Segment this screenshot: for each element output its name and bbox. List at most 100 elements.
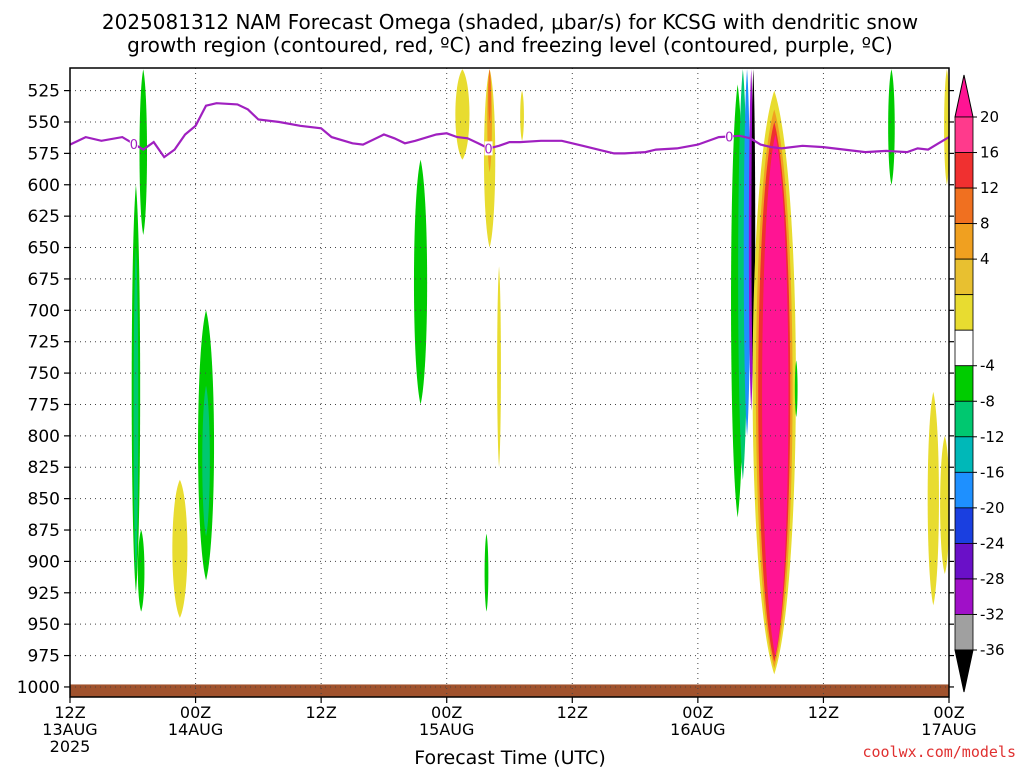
colorbar-segment — [954, 578, 974, 615]
colorbar-label: -32 — [980, 605, 1005, 623]
y-tick-label: 950 — [28, 615, 60, 635]
x-tick-label: 2025 — [50, 737, 91, 756]
x-tick-label: 14AUG — [168, 720, 223, 739]
colorbar-top-triangle — [954, 74, 974, 118]
y-tick-label: 625 — [28, 207, 60, 227]
x-tick-label: 00Z — [933, 703, 964, 722]
freezing-level-label: 0 — [130, 138, 138, 153]
omega-region — [413, 159, 428, 405]
omega-region — [497, 266, 501, 468]
omega-region — [762, 134, 789, 656]
colorbar-segment — [954, 543, 974, 580]
colorbar-segment — [954, 507, 974, 544]
omega-region — [743, 69, 751, 436]
y-tick-label: 650 — [28, 239, 60, 259]
omega-region — [172, 479, 188, 618]
credit-text: coolwx.com/models — [862, 743, 1016, 761]
colorbar-segment — [954, 152, 974, 189]
omega-region — [139, 69, 148, 235]
plot-area: 0 0 0 — [69, 67, 950, 698]
freezing-level-line — [69, 102, 950, 159]
colorbar-label: -16 — [980, 463, 1005, 481]
colorbar-segment — [954, 365, 974, 402]
x-tick-label: 00Z — [431, 703, 462, 722]
colorbar-segment — [954, 436, 974, 473]
x-tick-label: 12Z — [808, 703, 839, 722]
colorbar-label: -28 — [980, 570, 1005, 588]
colorbar-segment — [954, 329, 974, 367]
x-tick-label: 12Z — [54, 703, 85, 722]
omega-region — [137, 530, 145, 612]
y-tick-label: 875 — [28, 521, 60, 541]
freezing-level-label: 0 — [725, 130, 733, 145]
x-tick-label: 12Z — [305, 703, 336, 722]
freezing-label-bg — [129, 136, 138, 151]
y-tick-label: 800 — [28, 427, 60, 447]
colorbar-segment — [954, 294, 974, 331]
colorbar-label: 8 — [980, 215, 990, 233]
colorbar-segment — [954, 400, 974, 438]
y-tick-label: 575 — [28, 144, 60, 164]
freezing-label-bg — [725, 129, 734, 144]
ground-band — [70, 684, 949, 697]
freezing-level-contour: 0 0 0 — [69, 102, 950, 159]
y-tick-label: 725 — [28, 333, 60, 353]
omega-region — [455, 69, 470, 160]
y-tick-label: 900 — [28, 552, 60, 572]
x-tick-label: 12Z — [557, 703, 588, 722]
y-tick-label: 675 — [28, 270, 60, 290]
chart-title-line1: 2025081312 NAM Forecast Omega (shaded, μ… — [102, 10, 918, 34]
colorbar-label: -36 — [980, 641, 1005, 659]
colorbar-segment — [954, 187, 974, 224]
colorbar: 20 16 12 8 4 -4 -8 -12 -16 -20 -24 -28 -32 -36 — [954, 74, 1005, 693]
omega-region — [927, 391, 939, 606]
colorbar-label: 4 — [980, 250, 990, 268]
colorbar-segment — [954, 614, 974, 651]
x-tick-label: 17AUG — [921, 720, 976, 739]
colorbar-segment — [954, 471, 974, 509]
omega-region — [794, 360, 798, 418]
x-tick-label: 13AUG — [42, 720, 97, 739]
x-axis-label: Forecast Time (UTC) — [414, 747, 605, 768]
y-tick-label: 825 — [28, 458, 60, 478]
y-tick-label: 775 — [28, 395, 60, 415]
omega-region — [888, 69, 895, 185]
y-tick-label: 925 — [28, 584, 60, 604]
omega-region — [940, 435, 950, 574]
plot-frame — [69, 67, 950, 698]
colorbar-segment — [954, 223, 974, 260]
y-tick-label: 700 — [28, 301, 60, 321]
omega-region — [202, 385, 210, 537]
y-tick-label: 850 — [28, 490, 60, 510]
colorbar-segment — [954, 116, 974, 153]
colorbar-bottom-triangle — [954, 649, 974, 693]
y-tick-label: 550 — [28, 113, 60, 133]
colorbar-label: 12 — [980, 179, 999, 197]
y-axis: 525 550 575 600 625 650 675 700 725 750 775 800 825 8… — [17, 82, 954, 698]
y-tick-label: 750 — [28, 364, 60, 384]
colorbar-label: -20 — [980, 499, 1005, 517]
y-tick-label: 600 — [28, 176, 60, 196]
colorbar-label: -12 — [980, 428, 1005, 446]
freezing-level-label: 0 — [484, 142, 492, 157]
x-tick-label: 00Z — [180, 703, 211, 722]
omega-shading — [131, 69, 950, 675]
colorbar-label: 20 — [980, 108, 999, 126]
omega-region — [520, 90, 524, 141]
chart-title-line2: growth region (contoured, red, ºC) and f… — [127, 33, 893, 57]
omega-region — [484, 533, 489, 612]
y-tick-label: 1000 — [17, 678, 60, 698]
ground-layer — [70, 684, 949, 697]
colorbar-label: -24 — [980, 534, 1005, 552]
x-tick-label: 00Z — [682, 703, 713, 722]
colorbar-label: -8 — [980, 392, 995, 410]
omega-region — [133, 247, 139, 574]
y-tick-label: 525 — [28, 82, 60, 102]
x-tick-label: 15AUG — [419, 720, 474, 739]
y-tick-label: 975 — [28, 647, 60, 667]
freezing-label-bg — [484, 141, 493, 156]
colorbar-label: 16 — [980, 144, 999, 162]
colorbar-segment — [954, 258, 974, 296]
